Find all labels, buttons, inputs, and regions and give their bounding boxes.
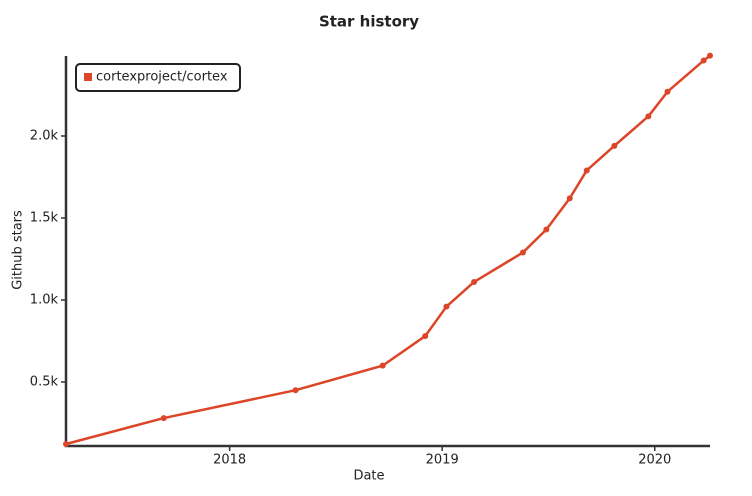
y-tick-label: 0.5k — [30, 375, 59, 390]
data-point — [700, 57, 707, 64]
x-tick-label: 2018 — [213, 453, 246, 468]
data-point — [379, 362, 386, 369]
data-point — [292, 387, 299, 394]
legend-box — [75, 63, 241, 92]
data-point — [645, 113, 652, 120]
y-axis-label: Github stars — [11, 210, 26, 290]
chart-title: Star history — [319, 13, 419, 31]
y-tick-label: 2.0k — [30, 129, 59, 144]
data-point — [664, 88, 671, 95]
x-tick-label: 2020 — [638, 453, 671, 468]
data-point — [471, 278, 478, 285]
data-point — [707, 52, 713, 59]
series-line — [65, 54, 711, 446]
data-point — [519, 249, 526, 256]
data-point — [160, 415, 167, 422]
data-point — [422, 333, 429, 340]
data-point — [566, 195, 573, 202]
y-tick-label: 1.5k — [30, 211, 59, 226]
legend-label: cortexproject/cortex — [96, 70, 228, 85]
x-axis-label: Date — [353, 469, 384, 484]
data-point — [543, 226, 550, 233]
data-point — [443, 303, 450, 310]
axes — [64, 56, 710, 448]
y-tick-label: 1.0k — [30, 293, 59, 308]
x-tick-label: 2019 — [426, 453, 459, 468]
data-point — [63, 441, 69, 447]
data-point — [583, 167, 590, 174]
legend-swatch — [84, 73, 92, 81]
data-point — [611, 142, 618, 149]
